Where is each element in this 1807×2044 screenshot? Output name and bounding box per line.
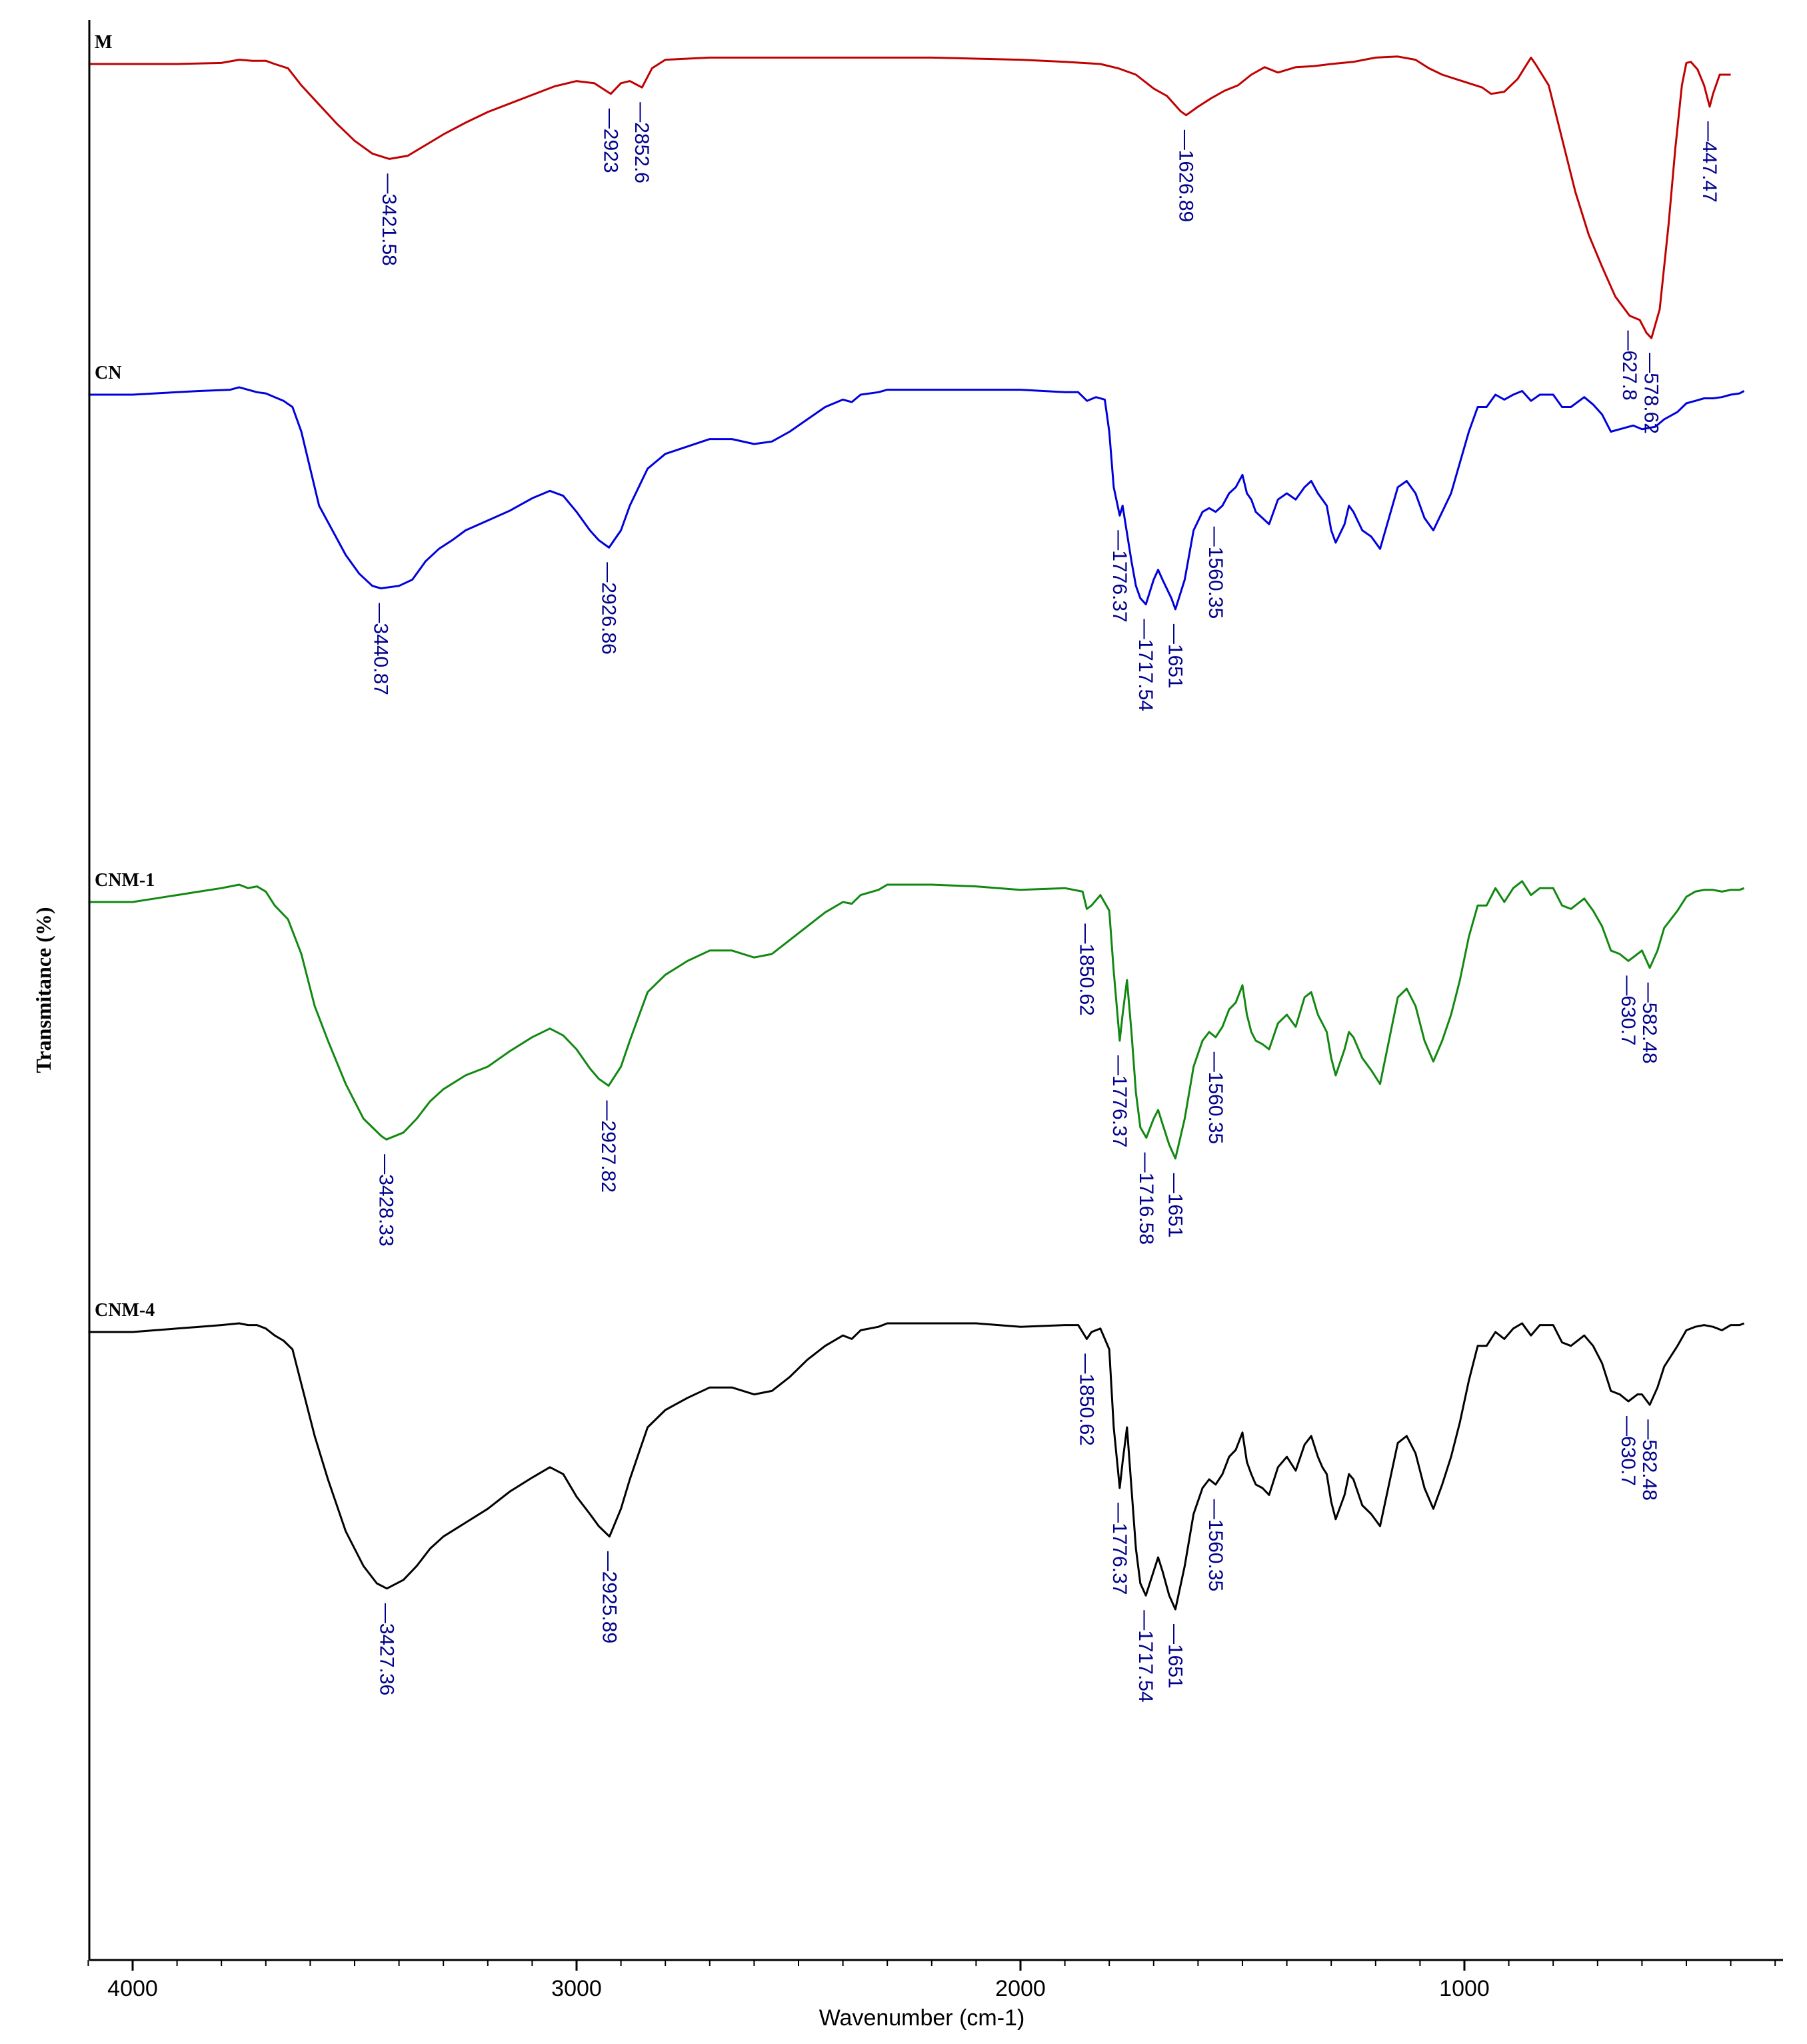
peak-label: —1776.37 [1108, 530, 1130, 622]
peak-label: —1651 [1164, 1173, 1186, 1238]
peak-label: —1651 [1164, 624, 1186, 689]
series-line-cnm-4 [88, 1322, 1745, 1611]
peak-label: —3428.33 [375, 1154, 397, 1246]
peak-label: —1560.35 [1204, 1499, 1226, 1591]
x-tick-label: 4000 [107, 1976, 158, 2001]
peak-label: —1717.54 [1134, 1610, 1156, 1702]
peak-label: —630.7 [1617, 975, 1639, 1045]
peak-label: —1850.62 [1076, 1353, 1098, 1445]
peak-label: —630.7 [1617, 1416, 1639, 1486]
peak-label: —3440.87 [369, 603, 391, 695]
peak-label: —3427.36 [375, 1603, 397, 1695]
x-axis-title: Wavenumber (cm-1) [819, 2005, 1025, 2031]
y-axis-title: Transmitance (%) [31, 907, 55, 1073]
x-tick-label: 3000 [551, 1976, 602, 2001]
peak-label: —1560.35 [1204, 1052, 1226, 1144]
peak-label: —2927.82 [597, 1101, 619, 1193]
series-names: M CN CNM-1 CNM-4 [95, 32, 155, 1321]
series-name-cn: CN [95, 363, 121, 383]
series-name-m: M [95, 32, 112, 53]
peak-label: —582.48 [1638, 983, 1660, 1064]
peak-label: —1560.35 [1204, 527, 1226, 619]
peak-labels: —3421.58 —2923 —2852.6 —1626.89 —627.8 —578.6… [369, 102, 1720, 1702]
series-line-m [88, 55, 1731, 339]
peak-label: —2925.89 [598, 1551, 620, 1643]
series-name-cnm-4: CNM-4 [95, 1300, 155, 1321]
series-name-cnm-1: CNM-1 [95, 870, 155, 891]
peak-label: —627.8 [1618, 331, 1640, 401]
peak-label: —1776.37 [1108, 1503, 1130, 1595]
peak-label: —1716.58 [1135, 1153, 1157, 1245]
plot-area [88, 55, 1745, 1611]
peak-label: —3421.58 [378, 173, 400, 265]
peak-label: —1651 [1164, 1624, 1186, 1689]
axes [88, 20, 1783, 1961]
x-tick-label: 1000 [1439, 1976, 1490, 2001]
series-line-cn [88, 386, 1745, 611]
peak-label: —1717.54 [1134, 619, 1156, 711]
peak-label: —2852.6 [631, 102, 653, 183]
x-tick-label: 2000 [995, 1976, 1046, 2001]
peak-label: —578.62 [1640, 353, 1662, 434]
peak-label: —582.48 [1638, 1419, 1660, 1501]
peak-label: —2923 [599, 109, 621, 173]
peak-label: —447.47 [1698, 121, 1720, 203]
series-line-cnm-1 [88, 880, 1745, 1160]
x-ticks: 4000 3000 2000 1000 [87, 1960, 1776, 2001]
peak-label: —2926.86 [598, 562, 620, 654]
peak-label: —1776.37 [1108, 1055, 1130, 1147]
peak-label: —1850.62 [1076, 923, 1098, 1015]
peak-label: —1626.89 [1175, 130, 1197, 222]
